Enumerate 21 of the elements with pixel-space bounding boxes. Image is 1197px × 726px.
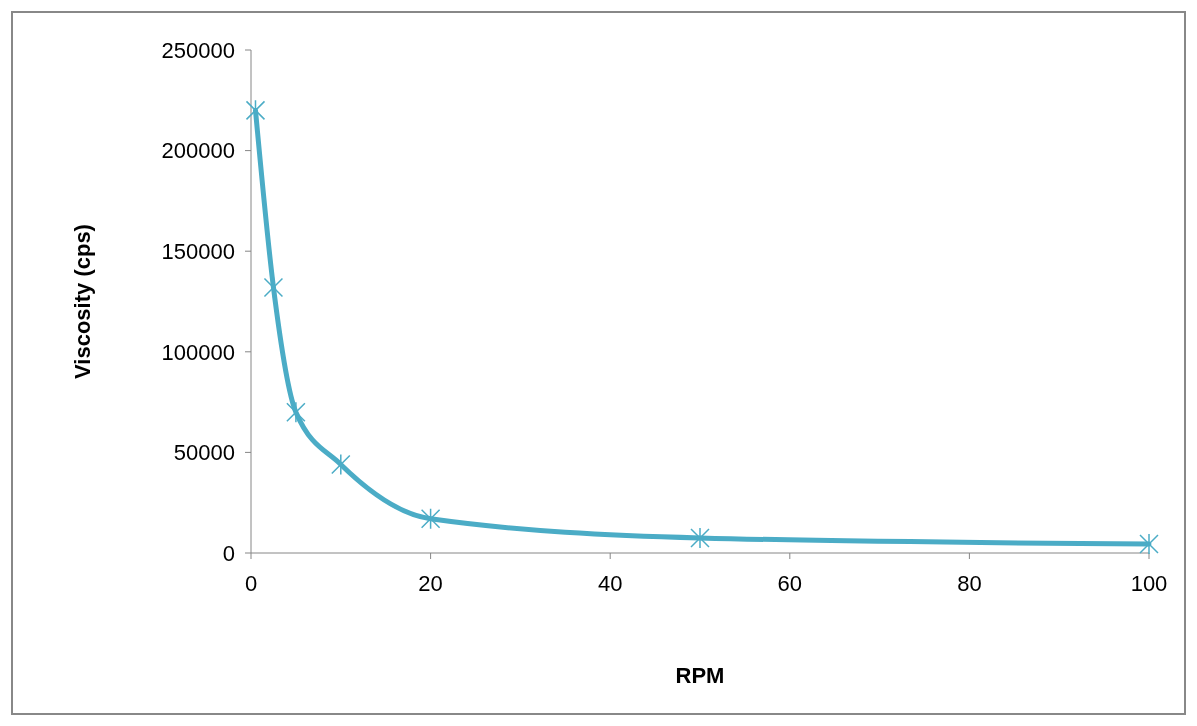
y-tick-label: 50000 (173, 440, 235, 466)
x-tick-label: 60 (777, 571, 803, 596)
y-tick-label: 200000 (161, 138, 235, 164)
x-tick-label: 20 (418, 571, 443, 596)
point (1139, 533, 1159, 555)
x-tick-label: 100 (1130, 571, 1168, 596)
point (286, 401, 306, 423)
y-tick-label: 150000 (161, 238, 235, 264)
x-tick-label: 0 (244, 571, 258, 596)
y-tick-label: 100000 (161, 339, 235, 365)
point (690, 527, 710, 549)
x-tick-label: 40 (597, 571, 623, 596)
x-tick-label: 80 (957, 571, 982, 596)
y-tick-label: 0 (222, 540, 235, 566)
point (331, 453, 351, 476)
y-tick-label: 250000 (161, 37, 235, 63)
point (245, 99, 266, 122)
y-axis-title: Viscosity (cps) (70, 224, 95, 379)
point (263, 276, 284, 299)
point (420, 508, 441, 530)
x-axis-title: RPM (675, 663, 725, 688)
